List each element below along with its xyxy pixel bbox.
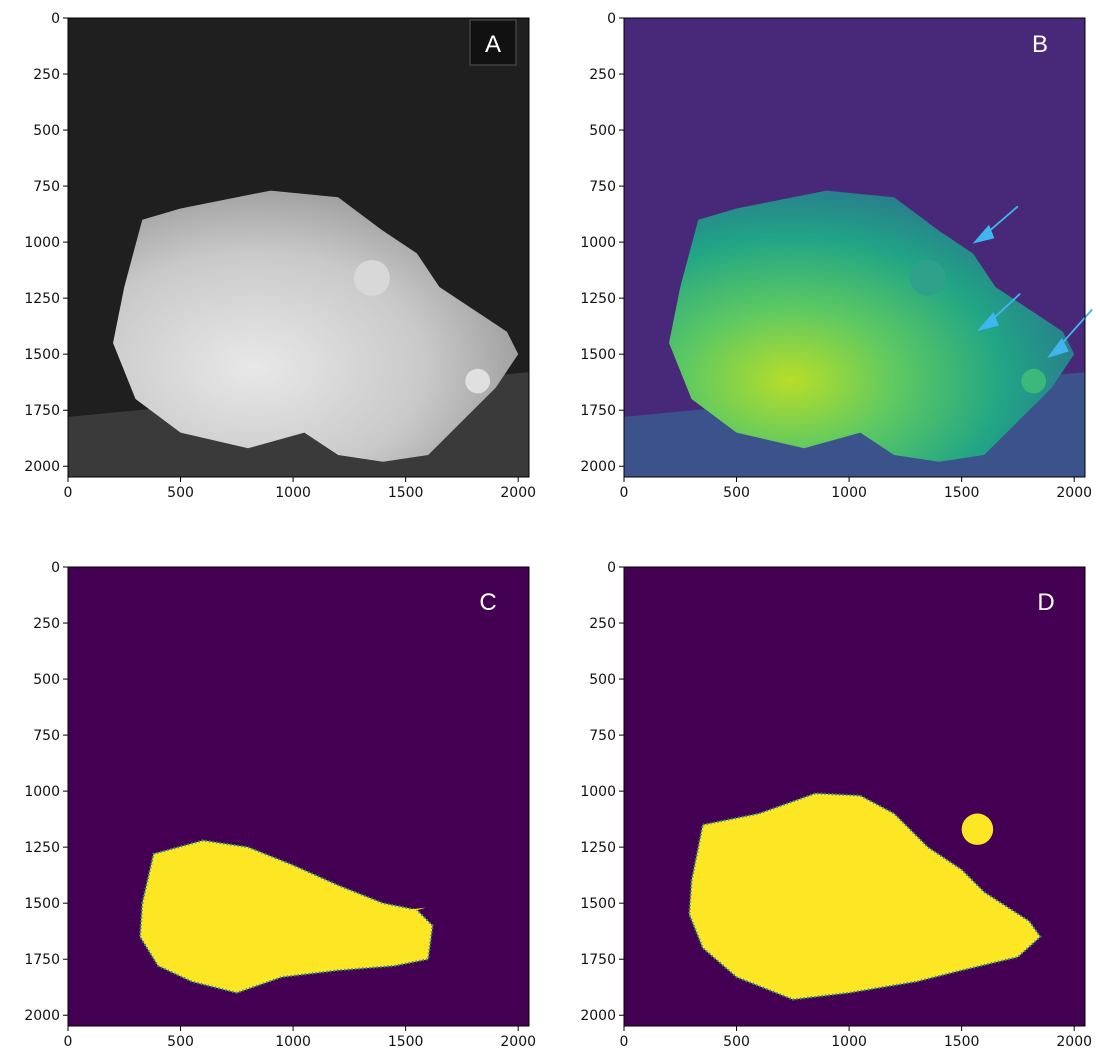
x-tick-label: 0 xyxy=(620,485,629,501)
y-tick-label: 500 xyxy=(589,123,616,139)
y-tick-label: 2000 xyxy=(24,1008,60,1024)
y-tick-label: 750 xyxy=(589,728,616,744)
axes-frame xyxy=(67,17,530,478)
x-tick-label: 500 xyxy=(167,485,194,501)
x-tick-label: 1000 xyxy=(831,485,867,501)
x-tick-label: 0 xyxy=(64,1034,73,1050)
y-tick-label: 1500 xyxy=(24,896,60,912)
y-tick-label: 750 xyxy=(33,179,60,195)
x-tick-label: 500 xyxy=(167,1034,194,1050)
y-tick-label: 0 xyxy=(607,560,616,576)
y-tick-label: 1250 xyxy=(580,291,616,307)
x-tick-label: 0 xyxy=(620,1034,629,1050)
image-c xyxy=(68,567,529,1026)
image-b xyxy=(624,18,1093,477)
panel-label: D xyxy=(1037,589,1054,616)
x-tick-label: 1500 xyxy=(944,1034,980,1050)
y-tick-label: 1000 xyxy=(24,235,60,251)
y-tick-label: 250 xyxy=(33,67,60,83)
y-tick-label: 1750 xyxy=(580,403,616,419)
x-tick-label: 2000 xyxy=(500,485,536,501)
y-tick-label: 1750 xyxy=(580,952,616,968)
y-tick-label: 2000 xyxy=(24,459,60,475)
y-tick-label: 1000 xyxy=(580,784,616,800)
y-tick-label: 750 xyxy=(33,728,60,744)
y-tick-label: 1750 xyxy=(24,403,60,419)
x-tick-label: 1500 xyxy=(388,485,424,501)
x-tick-label: 2000 xyxy=(1056,1034,1092,1050)
y-tick-label: 2000 xyxy=(580,459,616,475)
y-tick-label: 0 xyxy=(51,11,60,27)
axes-frame xyxy=(623,566,1086,1027)
x-tick-label: 0 xyxy=(64,485,73,501)
y-tick-label: 500 xyxy=(33,672,60,688)
x-tick-label: 1000 xyxy=(275,1034,311,1050)
y-tick-label: 0 xyxy=(51,560,60,576)
panel-label: B xyxy=(1032,31,1048,58)
y-tick-label: 250 xyxy=(589,616,616,632)
y-tick-label: 500 xyxy=(589,672,616,688)
x-tick-label: 1500 xyxy=(944,485,980,501)
y-tick-label: 2000 xyxy=(580,1008,616,1024)
x-tick-label: 500 xyxy=(723,1034,750,1050)
y-tick-label: 1500 xyxy=(580,347,616,363)
panel-label: C xyxy=(479,589,496,616)
x-tick-label: 2000 xyxy=(500,1034,536,1050)
x-tick-label: 1500 xyxy=(388,1034,424,1050)
y-tick-label: 1000 xyxy=(580,235,616,251)
y-tick-label: 1000 xyxy=(24,784,60,800)
y-tick-label: 1500 xyxy=(24,347,60,363)
axes-frame xyxy=(67,566,530,1027)
y-tick-label: 750 xyxy=(589,179,616,195)
y-tick-label: 1250 xyxy=(580,840,616,856)
image-d xyxy=(624,567,1085,1026)
y-tick-label: 0 xyxy=(607,11,616,27)
x-tick-label: 1000 xyxy=(831,1034,867,1050)
y-tick-label: 500 xyxy=(33,123,60,139)
panel-label: A xyxy=(485,31,501,58)
label-box xyxy=(469,19,517,66)
image-a xyxy=(68,18,529,477)
x-tick-label: 500 xyxy=(723,485,750,501)
y-tick-label: 250 xyxy=(33,616,60,632)
y-tick-label: 1500 xyxy=(580,896,616,912)
y-tick-label: 1250 xyxy=(24,291,60,307)
axes-frame xyxy=(623,17,1086,478)
y-tick-label: 1250 xyxy=(24,840,60,856)
y-tick-label: 1750 xyxy=(24,952,60,968)
y-tick-label: 250 xyxy=(589,67,616,83)
x-tick-label: 2000 xyxy=(1056,485,1092,501)
x-tick-label: 1000 xyxy=(275,485,311,501)
